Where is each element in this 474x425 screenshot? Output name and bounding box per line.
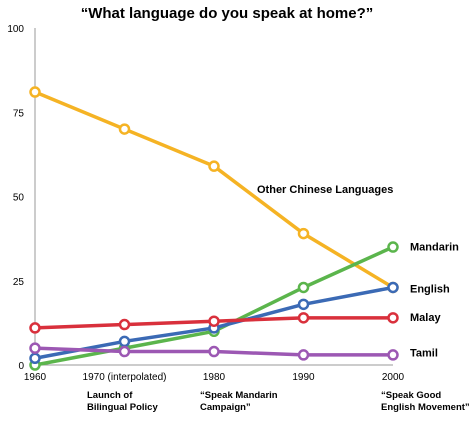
series-name-label: Mandarin bbox=[410, 241, 459, 253]
series-name-label: Malay bbox=[410, 312, 441, 324]
x-tick-label: 1960 bbox=[24, 372, 47, 383]
x-tick-label: 2000 bbox=[382, 372, 405, 383]
data-point bbox=[387, 241, 399, 253]
data-point bbox=[29, 86, 41, 98]
data-point bbox=[297, 281, 310, 294]
series-name-label: English bbox=[410, 284, 450, 296]
annotation-text: “Speak Mandarin bbox=[200, 390, 278, 401]
data-point bbox=[29, 352, 41, 365]
y-tick-labels: 0 25 50 75 100 bbox=[7, 24, 24, 372]
y-tick-label: 25 bbox=[13, 277, 25, 288]
annotation-text: “Speak Good bbox=[381, 390, 441, 401]
y-tick-label: 0 bbox=[18, 361, 24, 372]
x-tick-label: 1980 bbox=[203, 372, 226, 383]
data-point bbox=[208, 315, 220, 327]
data-point bbox=[118, 123, 131, 135]
data-point bbox=[208, 345, 220, 358]
series-tamil bbox=[29, 342, 399, 361]
annotation-text: Bilingual Policy bbox=[87, 402, 158, 413]
data-point bbox=[297, 349, 310, 361]
series-malay bbox=[29, 312, 399, 334]
data-point bbox=[297, 312, 310, 324]
data-point bbox=[387, 281, 399, 294]
series-labels: Other Chinese Languages Mandarin English Ma… bbox=[257, 184, 459, 359]
annotation-text: English Movement” bbox=[381, 402, 470, 413]
data-point bbox=[387, 349, 399, 361]
x-tick-label: 1990 bbox=[292, 372, 315, 383]
y-tick-label: 100 bbox=[7, 24, 24, 35]
data-point bbox=[29, 322, 41, 334]
data-point bbox=[208, 160, 220, 172]
data-point bbox=[118, 335, 131, 348]
data-point bbox=[118, 345, 131, 358]
x-tick-label: 1970 (interpolated) bbox=[83, 372, 167, 383]
x-tick-labels: 1960 1970 (interpolated) 1980 1990 2000 bbox=[24, 372, 405, 383]
data-point bbox=[387, 312, 399, 324]
data-point bbox=[29, 342, 41, 354]
annotation-text: Campaign” bbox=[200, 402, 251, 413]
y-tick-label: 50 bbox=[13, 193, 25, 204]
data-point bbox=[297, 298, 310, 311]
chart-title: “What language do you speak at home?” bbox=[81, 5, 374, 22]
data-point bbox=[297, 227, 310, 240]
series-name-label: Other Chinese Languages bbox=[257, 184, 393, 196]
series-lines bbox=[29, 86, 399, 371]
data-point bbox=[118, 318, 131, 331]
y-tick-label: 75 bbox=[13, 108, 25, 119]
annotation-text: Launch of bbox=[87, 390, 133, 401]
series-name-label: Tamil bbox=[410, 348, 438, 360]
